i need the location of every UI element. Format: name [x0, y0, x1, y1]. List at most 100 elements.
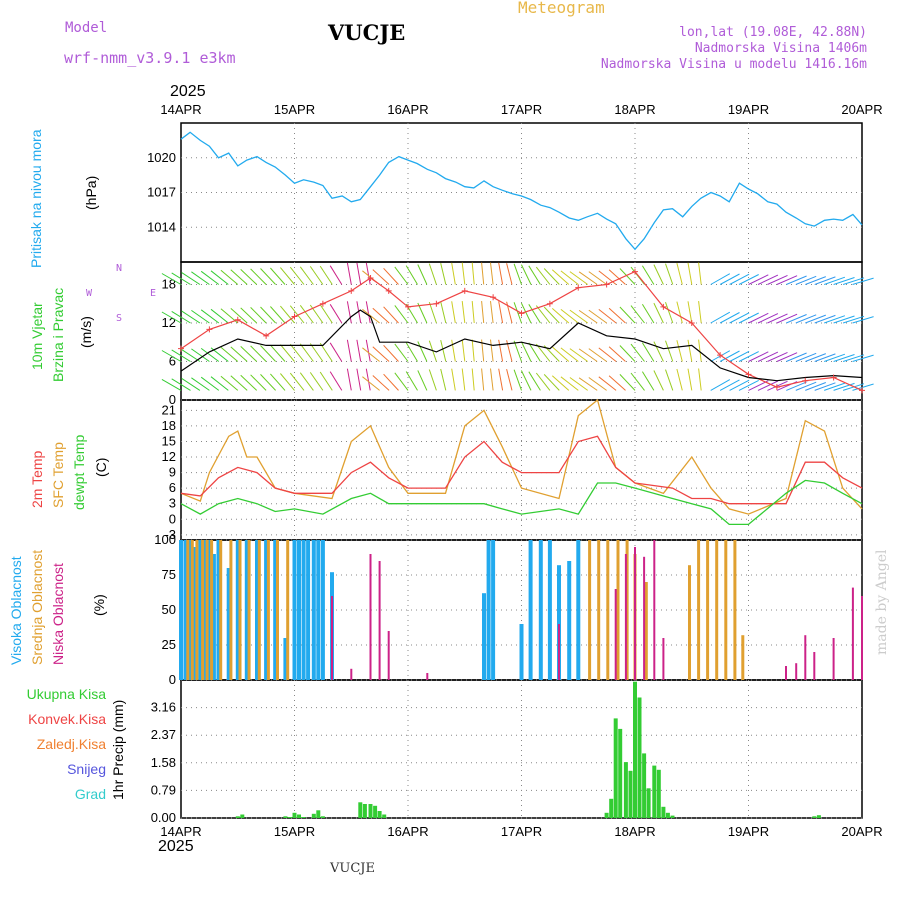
- wind-arrow: [200, 270, 220, 285]
- wind-arrow: [588, 271, 607, 285]
- cloud-bar-2: [851, 587, 854, 680]
- wind-arrow: [181, 377, 201, 391]
- cloud-bar-2: [662, 638, 665, 680]
- cloud-bar-0: [316, 540, 321, 680]
- wind-arrow: [729, 273, 750, 285]
- wind-arrow: [653, 264, 664, 285]
- cloud-bar-0: [486, 540, 491, 680]
- wind-arrow: [608, 269, 626, 285]
- wind-arrow: [833, 277, 855, 285]
- wind-arrow: [191, 309, 210, 324]
- wind-arrow: [346, 301, 352, 324]
- cloud-bar-0: [547, 540, 552, 680]
- wind-arrow: [440, 368, 447, 391]
- wind-arrow: [240, 269, 258, 285]
- wind-arrow: [490, 368, 494, 391]
- x-tick-label-bottom: 19APR: [728, 824, 769, 839]
- temp-2m-line: [180, 435, 863, 505]
- wind-arrow: [365, 262, 371, 285]
- sfc-temp-line: [180, 398, 863, 515]
- cloud-bar-0: [207, 540, 212, 680]
- wind-arrow: [551, 346, 570, 362]
- wind-arrow: [520, 341, 532, 362]
- wind-arrow: [346, 368, 352, 391]
- wind-arrow: [270, 373, 286, 391]
- wind-arrow: [230, 375, 248, 391]
- wind-arrow: [608, 375, 626, 391]
- cloud-bar-0: [292, 540, 297, 680]
- cloud-bar-1: [201, 540, 205, 680]
- cloud-bar-2: [634, 547, 636, 680]
- pressure-line: [180, 131, 863, 251]
- cloud-bar-2: [426, 673, 429, 680]
- station-title: VUCJE: [328, 20, 406, 45]
- wind-arrow: [490, 301, 494, 324]
- wind-arrow: [588, 309, 607, 324]
- wind-arrow: [698, 262, 702, 285]
- wind-arrow: [299, 266, 314, 285]
- wind-arrow: [394, 372, 409, 391]
- y-tick-label: 3.16: [151, 700, 176, 715]
- wind-arrow: [270, 267, 286, 285]
- cloud-bar-0: [188, 540, 193, 680]
- wind-arrow: [665, 302, 674, 324]
- y-tick-label: 1017: [147, 185, 176, 200]
- wind-arrow: [619, 345, 636, 362]
- wind-arrow: [560, 270, 579, 285]
- y-tick-label: 75: [162, 567, 176, 582]
- wind-arrow: [451, 301, 456, 324]
- wind-arrow: [490, 339, 494, 362]
- wind-arrow: [710, 273, 731, 285]
- precip-bar: [373, 805, 378, 818]
- wind-arrow: [619, 306, 636, 324]
- wind-arrow: [200, 347, 220, 362]
- wind-arrow: [528, 304, 541, 324]
- wind-arrow: [513, 369, 522, 391]
- year-bottom: 2025: [158, 838, 194, 855]
- cloud-bar-1: [606, 540, 610, 680]
- wind-arrow: [346, 339, 352, 362]
- wind-arrow: [719, 273, 740, 285]
- wind-arrow: [687, 262, 693, 285]
- wind-arrow: [329, 265, 343, 285]
- cloud-bar-0: [320, 540, 325, 680]
- precip-bar: [368, 804, 373, 818]
- cloud-bar-2: [832, 638, 835, 680]
- cloud-bar-1: [588, 540, 592, 680]
- wind-arrow: [220, 269, 239, 285]
- wind-arrow: [481, 301, 485, 324]
- wind-arrow: [619, 268, 636, 285]
- gust-marker: [433, 300, 440, 307]
- wind-arrow: [309, 343, 324, 362]
- y-tick-label: 1020: [147, 150, 176, 165]
- precip-bar: [283, 816, 288, 818]
- gust-marker: [830, 374, 837, 381]
- x-tick-label-top: 15APR: [274, 102, 315, 117]
- gust-marker: [405, 303, 411, 310]
- wind-arrow: [372, 269, 390, 285]
- y-tick-label: 9: [169, 465, 176, 480]
- wind-arrow: [528, 265, 541, 285]
- cloud-bar-0: [311, 540, 316, 680]
- wind-arrow: [200, 309, 220, 324]
- wind-arrow: [738, 351, 759, 362]
- wind-arrow: [210, 270, 229, 285]
- wind-arrow: [440, 301, 447, 324]
- y-tick-label: 0: [169, 392, 176, 407]
- x-tick-label-top: 16APR: [387, 102, 428, 117]
- wind-arrow: [520, 302, 532, 324]
- wind-arrow: [280, 267, 295, 285]
- precip-bar: [377, 811, 382, 818]
- wind-arrow: [551, 308, 570, 324]
- precip-bar: [382, 814, 387, 818]
- wind-arrow: [560, 309, 579, 324]
- wind-arrow: [757, 351, 779, 362]
- cloud-bar-1: [205, 540, 209, 680]
- wind-arrow: [767, 351, 788, 362]
- gust-marker: [461, 287, 468, 294]
- wind-speed-line: [180, 309, 863, 382]
- wind-arrow: [471, 339, 475, 362]
- wind-arrow: [748, 312, 769, 324]
- cloud-bar-0: [198, 540, 203, 680]
- compass-n: N: [116, 263, 123, 274]
